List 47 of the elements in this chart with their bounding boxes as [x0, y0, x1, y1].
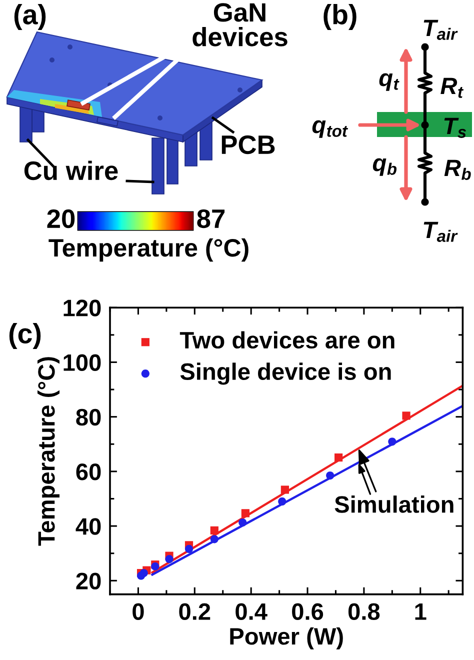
point — [241, 509, 250, 518]
x-tick-label: 0.2 — [179, 603, 210, 620]
point — [326, 471, 334, 480]
y-tick-label: 20 — [76, 572, 101, 590]
y-tick-label: 80 — [76, 408, 101, 426]
text: 87 — [197, 209, 225, 228]
point — [402, 412, 410, 420]
x-tick-label: 0.6 — [292, 603, 324, 620]
text: PCB — [222, 135, 275, 154]
text: q$_{tot}$ — [312, 120, 348, 138]
x-tick-label: 0.4 — [236, 603, 268, 620]
y-tick-label: 120 — [64, 300, 101, 316]
text: GaN devices — [192, 3, 288, 46]
text: T$_{air}$ — [424, 222, 458, 242]
point — [334, 453, 343, 462]
legend-label: Single device is on — [180, 362, 391, 385]
x-tick-label: 0.8 — [348, 603, 380, 620]
point — [388, 438, 396, 446]
y-tick-label: 60 — [76, 463, 101, 480]
text: T$_{air}$ — [424, 20, 458, 40]
legend-label: Two devices are on — [180, 331, 394, 349]
text: Cu wire — [24, 160, 118, 180]
annotation: Simulation — [334, 496, 454, 513]
color-bar-title: Temperature (°C) — [48, 238, 248, 262]
y-tick-label: 100 — [64, 354, 101, 371]
point — [210, 535, 218, 544]
point — [184, 544, 194, 554]
y-tick-label: 40 — [76, 518, 101, 535]
text: (c) — [9, 323, 41, 349]
text: q$_{b}$ — [372, 158, 397, 176]
text: (b) — [324, 4, 356, 30]
point — [238, 518, 247, 527]
x-axis-title: Power (W) — [230, 627, 343, 650]
point — [280, 486, 289, 494]
text: 20 — [47, 209, 75, 228]
point — [210, 526, 218, 534]
point — [165, 555, 174, 564]
point — [140, 568, 148, 578]
y-axis-title: Temperature (°C) — [37, 357, 60, 546]
x-tick-label: 0 — [132, 603, 144, 620]
point — [278, 497, 286, 506]
x-tick-label: 1 — [415, 604, 426, 620]
text: R$_{b}$ — [444, 160, 471, 180]
text: (a) — [14, 4, 46, 30]
text: q$_{t}$ — [379, 73, 400, 91]
text: R$_{t}$ — [440, 78, 464, 98]
text: T$_{s}$ — [444, 118, 466, 138]
